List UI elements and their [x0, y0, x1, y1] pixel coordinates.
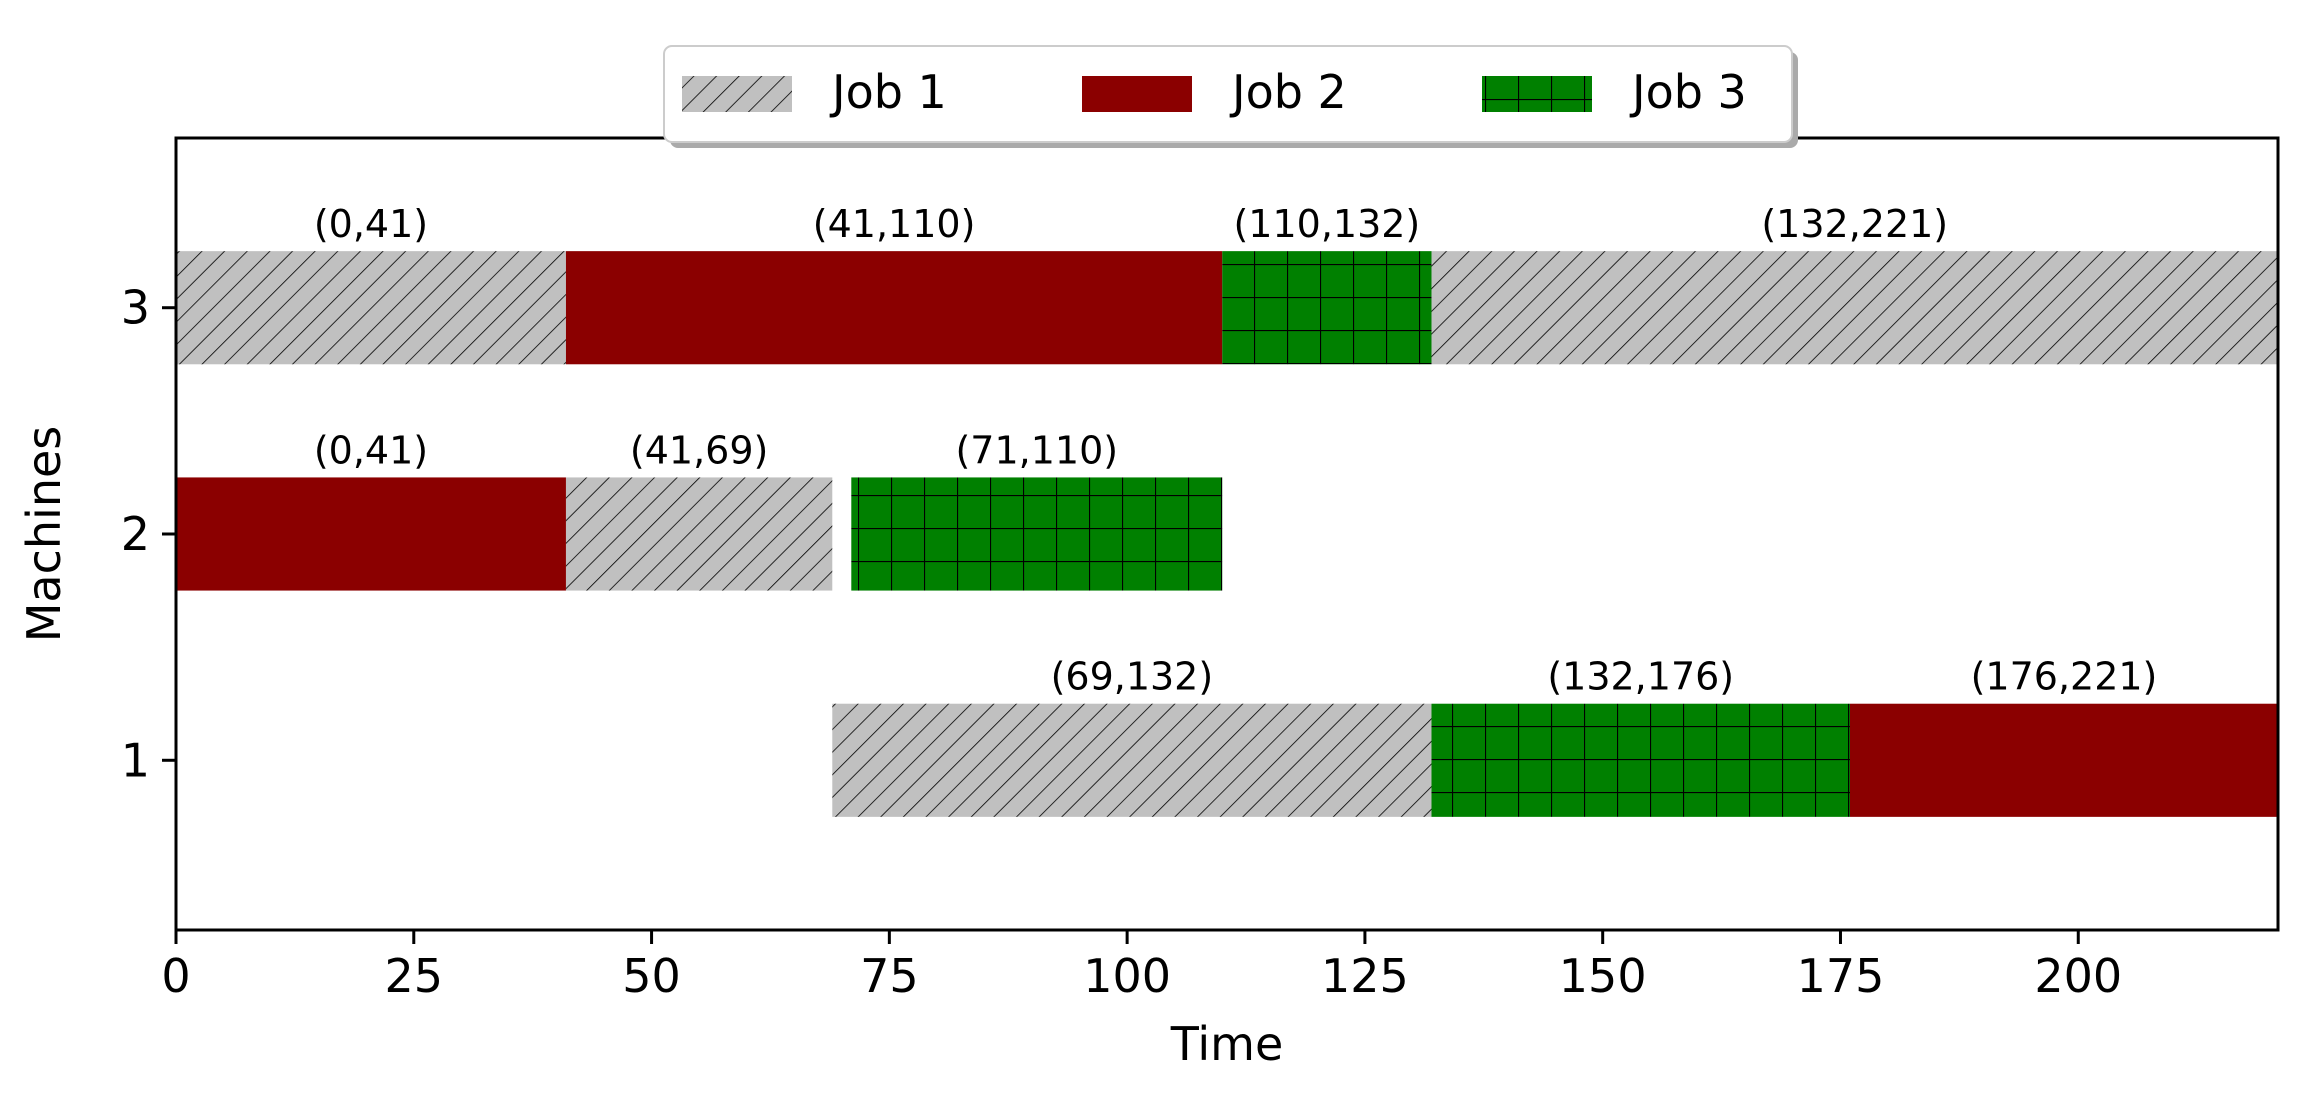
legend-swatch — [1082, 76, 1192, 112]
y-axis-title: Machines — [17, 426, 71, 643]
x-tick-label: 75 — [860, 949, 919, 1003]
task-label: (41,110) — [813, 202, 976, 246]
task-label: (71,110) — [955, 428, 1118, 472]
task-bar — [1431, 251, 2278, 365]
task-label: (69,132) — [1051, 655, 1214, 699]
task-bar — [851, 477, 1223, 591]
task-label: (0,41) — [314, 428, 428, 472]
legend-label: Job 1 — [829, 65, 947, 119]
task-bar — [565, 477, 833, 591]
task-bar — [1431, 703, 1850, 817]
legend-box — [663, 45, 1793, 143]
x-tick-label: 125 — [1321, 949, 1409, 1003]
legend-swatch — [1482, 76, 1592, 112]
y-tick-label: 2 — [121, 507, 150, 561]
task-label: (176,221) — [1971, 655, 2158, 699]
legend: Job 1 Job 2 Job 3 — [663, 45, 1798, 148]
task-label: (0,41) — [314, 202, 428, 246]
task-bar — [176, 251, 566, 365]
task-bar — [832, 703, 1432, 817]
x-tick-label: 200 — [2034, 949, 2122, 1003]
task-label: (132,176) — [1547, 655, 1734, 699]
x-axis-title: Time — [1170, 1017, 1284, 1071]
x-tick-label: 100 — [1083, 949, 1171, 1003]
legend-label: Job 2 — [1229, 65, 1347, 119]
task-label: (110,132) — [1233, 202, 1420, 246]
y-axis: 1 2 3 — [121, 281, 176, 787]
task-bar — [1849, 703, 2278, 817]
task-bar — [1222, 251, 1432, 365]
task-label: (41,69) — [630, 428, 768, 472]
x-tick-label: 175 — [1797, 949, 1885, 1003]
x-tick-label: 150 — [1559, 949, 1647, 1003]
legend-label: Job 3 — [1629, 65, 1747, 119]
task-bar — [565, 251, 1223, 365]
y-tick-label: 3 — [121, 281, 150, 335]
task-label: (132,221) — [1761, 202, 1948, 246]
legend-swatch — [682, 76, 792, 112]
x-tick-label: 50 — [622, 949, 681, 1003]
task-bar — [176, 477, 566, 591]
y-tick-label: 1 — [121, 733, 150, 787]
bar-labels-layer: (0,41) (41,110) (110,132) (132,221) (0,41) (4… — [314, 202, 2158, 699]
x-axis: 0 25 50 75 100 125 150 175 200 — [161, 930, 2122, 1003]
bars-layer — [176, 251, 2278, 817]
x-tick-label: 25 — [385, 949, 444, 1003]
x-tick-label: 0 — [161, 949, 190, 1003]
